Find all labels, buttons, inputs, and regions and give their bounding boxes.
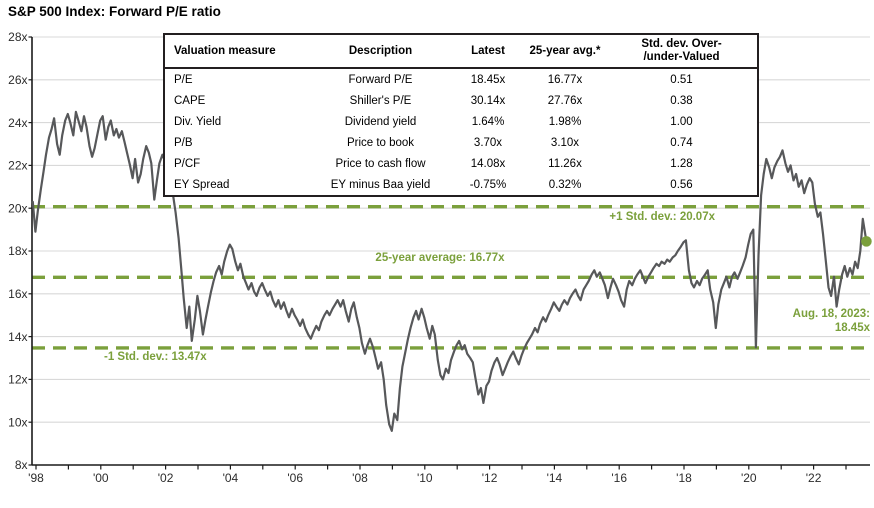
latest-value-number: 18.45x	[834, 322, 870, 334]
table-cell: 0.51	[670, 73, 693, 86]
table-cell: Price to book	[346, 136, 415, 149]
table-cell: 30.14x	[470, 94, 506, 107]
table-cell: P/E	[174, 73, 193, 86]
y-tick-label: 10x	[8, 415, 27, 429]
x-tick-label: '22	[806, 471, 822, 485]
latest-value-date: Aug. 18, 2023:	[792, 308, 870, 320]
x-tick-label: '20	[741, 471, 757, 485]
x-tick-label: '06	[287, 471, 303, 485]
table-cell: 1.00	[670, 115, 693, 128]
table-cell: 1.28	[670, 157, 693, 170]
x-tick-label: '08	[352, 471, 368, 485]
header-valuation-measure: Valuation measure	[164, 34, 309, 69]
table-cell: Div. Yield	[174, 115, 222, 128]
table-row: P/B Price to book 3.70x 3.10x 0.74	[164, 132, 758, 153]
table-cell: Forward P/E	[348, 73, 413, 86]
header-latest: Latest	[452, 34, 524, 69]
y-tick-label: 22x	[8, 159, 27, 173]
y-tick-label: 12x	[8, 373, 27, 387]
minus1-stddev-annotation: -1 Std. dev.: 13.47x	[104, 351, 207, 363]
header-description: Description	[309, 34, 452, 69]
table-cell: EY minus Baa yield	[330, 178, 431, 191]
x-tick-label: '18	[676, 471, 692, 485]
x-tick-label: '10	[417, 471, 433, 485]
x-tick-label: '04	[223, 471, 239, 485]
table-cell: EY Spread	[174, 178, 230, 191]
table-cell: 3.10x	[550, 136, 580, 149]
latest-point-marker	[861, 236, 872, 247]
chart-title: S&P 500 Index: Forward P/E ratio	[8, 4, 221, 19]
table-cell: Shiller's P/E	[349, 94, 412, 107]
y-tick-label: 16x	[8, 287, 27, 301]
table-cell: 1.98%	[548, 115, 582, 128]
y-tick-label: 14x	[8, 330, 27, 344]
table-cell: 14.08x	[470, 157, 506, 170]
table-cell: 11.26x	[548, 157, 582, 170]
table-cell: Dividend yield	[344, 115, 417, 128]
table-cell: 18.45x	[470, 73, 506, 86]
y-tick-label: 28x	[8, 30, 27, 44]
x-tick-label: '12	[482, 471, 498, 485]
table-cell: 0.32%	[548, 178, 582, 191]
table-cell: 0.38	[670, 94, 693, 107]
table-row: P/E Forward P/E 18.45x 16.77x 0.51	[164, 68, 758, 90]
table-cell: P/CF	[174, 157, 201, 170]
table-cell: P/B	[174, 136, 193, 149]
latest-value-annotation: Aug. 18, 2023: 18.45x	[793, 307, 870, 335]
y-tick-label: 24x	[8, 116, 27, 130]
table-row: Div. Yield Dividend yield 1.64% 1.98% 1.…	[164, 111, 758, 132]
table-row: P/CF Price to cash flow 14.08x 11.26x 1.…	[164, 153, 758, 174]
x-tick-label: '02	[158, 471, 174, 485]
table-cell: 0.56	[670, 178, 693, 191]
table-cell: 3.70x	[473, 136, 503, 149]
table-cell: 16.77x	[547, 73, 583, 86]
table-cell: 1.64%	[471, 115, 505, 128]
x-tick-label: '14	[547, 471, 563, 485]
table-row: CAPE Shiller's P/E 30.14x 27.76x 0.38	[164, 90, 758, 111]
header-std-dev: Std. dev. Over- /under-Valued	[606, 34, 758, 69]
y-tick-label: 18x	[8, 244, 27, 258]
header-25yr-avg: 25-year avg.*	[524, 34, 606, 69]
table-header-row: Valuation measure Description Latest 25-…	[164, 34, 758, 69]
table-cell: -0.75%	[469, 178, 507, 191]
valuation-table: Valuation measure Description Latest 25-…	[163, 33, 759, 197]
table-cell: 27.76x	[547, 94, 583, 107]
table-cell: Price to cash flow	[335, 157, 426, 170]
average-annotation: 25-year average: 16.77x	[375, 252, 505, 264]
y-tick-label: 26x	[8, 73, 27, 87]
x-tick-label: '00	[93, 471, 109, 485]
y-tick-label: 20x	[8, 201, 27, 215]
x-tick-label: '98	[28, 471, 44, 485]
table-cell: CAPE	[174, 94, 206, 107]
y-tick-label: 8x	[15, 458, 28, 472]
plus1-stddev-annotation: +1 Std. dev.: 20.07x	[609, 211, 715, 223]
table-row: EY Spread EY minus Baa yield -0.75% 0.32…	[164, 174, 758, 196]
table-cell: 0.74	[670, 136, 693, 149]
x-tick-label: '16	[611, 471, 627, 485]
